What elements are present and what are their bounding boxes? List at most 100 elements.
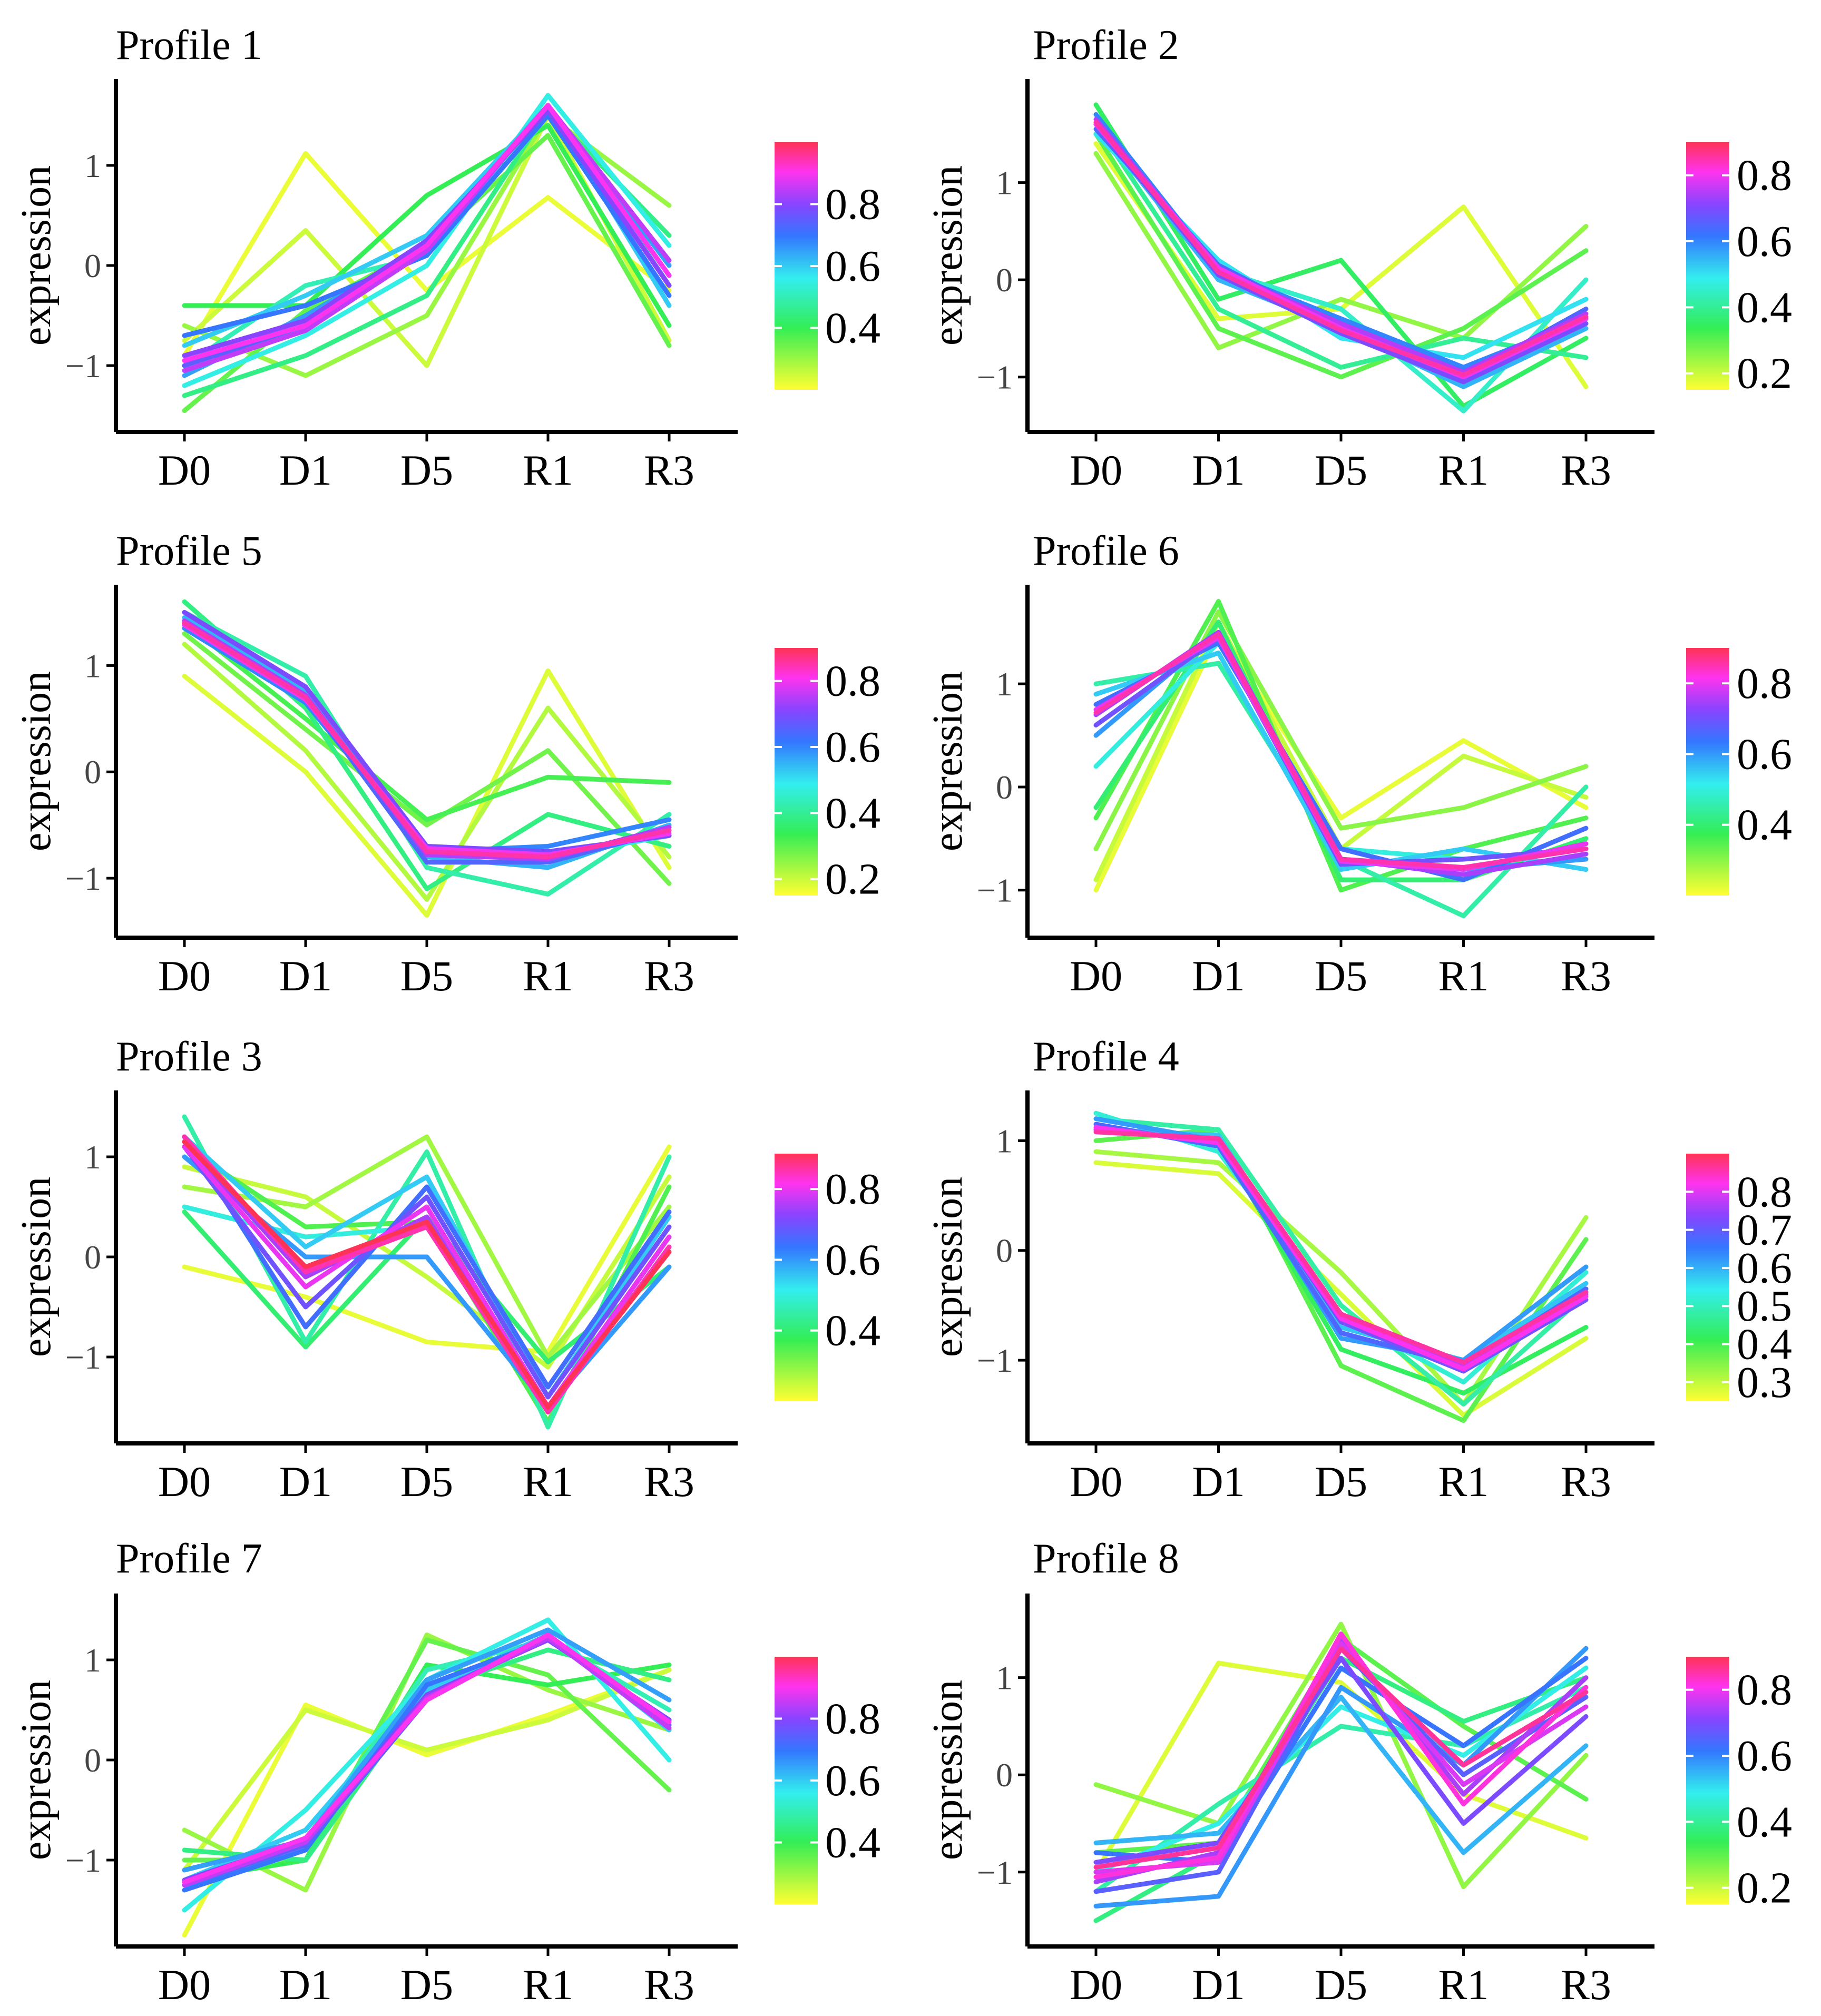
series-line-1 bbox=[182, 1144, 672, 1354]
y-tick-label: −1 bbox=[65, 860, 101, 897]
colorbar-label: 0.8 bbox=[1737, 1167, 1792, 1216]
x-tick-label: D1 bbox=[1192, 1961, 1245, 2009]
x-tick-label: D0 bbox=[1070, 1961, 1122, 2009]
x-tick-label: R3 bbox=[1561, 446, 1611, 494]
colorbar-label: 0.2 bbox=[1737, 1864, 1792, 1913]
series-line-10 bbox=[182, 1134, 672, 1390]
panel-title: Profile 5 bbox=[116, 528, 262, 574]
y-tick-label: 0 bbox=[996, 1232, 1013, 1270]
y-axis-label: expression bbox=[13, 1680, 60, 1860]
panel-title: Profile 2 bbox=[1033, 22, 1179, 68]
x-tick-label: R3 bbox=[644, 1458, 694, 1506]
panel-profile-6: Profile 6 expression−1 0 1 D0 D1 D5 R1 R3 0.4 0.6 0… bbox=[925, 528, 1792, 1000]
x-tick-label: R3 bbox=[644, 952, 694, 1000]
colorbar-label: 0.8 bbox=[1737, 659, 1792, 708]
panel-profile-5: Profile 5 expression−1 0 1 D0 D1 D5 R1 R3 0.2 0.4 0… bbox=[13, 528, 880, 1000]
series-line-13 bbox=[182, 108, 672, 358]
x-tick-label: D0 bbox=[1070, 952, 1122, 1000]
series-line-3 bbox=[1093, 131, 1589, 380]
x-tick-label: D1 bbox=[279, 1961, 332, 2009]
y-tick-label: 0 bbox=[996, 769, 1013, 806]
series-line-3 bbox=[182, 631, 672, 886]
y-axis-label: expression bbox=[13, 1177, 60, 1357]
series-line-14 bbox=[1093, 120, 1589, 378]
y-tick-label: 1 bbox=[84, 647, 101, 684]
colorbar-label: 0.4 bbox=[825, 304, 880, 353]
colorbar bbox=[1686, 1154, 1729, 1401]
y-tick-label: 1 bbox=[996, 1659, 1013, 1697]
series-line-11 bbox=[182, 1144, 672, 1400]
colorbar-label: 0.2 bbox=[825, 855, 880, 904]
colorbar-label: 0.4 bbox=[825, 789, 880, 838]
series-line-11 bbox=[1093, 635, 1589, 867]
y-tick-label: 1 bbox=[996, 1122, 1013, 1159]
panel-profile-1: Profile 1 expression−1 0 1 D0 D1 D5 R1 R3 0.4 0.6 0… bbox=[13, 22, 880, 494]
x-tick-label: D5 bbox=[1315, 1458, 1367, 1506]
y-tick-label: −1 bbox=[977, 1854, 1013, 1891]
series-line-7 bbox=[1093, 1695, 1589, 1855]
colorbar bbox=[775, 648, 818, 896]
series-line-1 bbox=[1093, 1160, 1589, 1418]
x-tick-label: D1 bbox=[279, 446, 332, 494]
x-tick-label: D1 bbox=[279, 1458, 332, 1506]
x-tick-label: D5 bbox=[1315, 1961, 1367, 2009]
colorbar-label: 0.7 bbox=[1737, 1206, 1792, 1255]
y-tick-label: −1 bbox=[65, 1339, 101, 1376]
x-tick-label: R3 bbox=[644, 1961, 694, 2009]
y-axis-label: expression bbox=[925, 671, 971, 851]
series-line-2 bbox=[182, 642, 672, 902]
colorbar-label: 0.6 bbox=[825, 1756, 880, 1805]
panel-title: Profile 6 bbox=[1033, 528, 1179, 574]
colorbar-label: 0.4 bbox=[1737, 801, 1792, 850]
x-tick-label: D0 bbox=[1070, 446, 1122, 494]
x-tick-label: D1 bbox=[279, 952, 332, 1000]
series-line-2 bbox=[1093, 619, 1589, 882]
series-line-4 bbox=[1093, 102, 1589, 409]
x-tick-label: R1 bbox=[523, 952, 573, 1000]
series-line-8 bbox=[1093, 1646, 1589, 1909]
series-line-11 bbox=[182, 113, 672, 338]
series-line-13 bbox=[182, 1144, 672, 1410]
x-tick-label: R1 bbox=[523, 1961, 573, 2009]
colorbar-label: 0.8 bbox=[825, 180, 880, 229]
x-tick-label: R3 bbox=[1561, 952, 1611, 1000]
series-line-1 bbox=[1093, 630, 1589, 893]
x-tick-label: D5 bbox=[400, 1458, 453, 1506]
x-tick-label: R1 bbox=[1438, 446, 1489, 494]
colorbar bbox=[1686, 648, 1729, 896]
y-tick-label: 0 bbox=[84, 247, 101, 284]
series-line-3 bbox=[1093, 609, 1589, 851]
x-tick-label: D1 bbox=[1192, 446, 1245, 494]
series-line-10 bbox=[182, 1627, 672, 1873]
colorbar-label: 0.4 bbox=[1737, 1797, 1792, 1846]
y-tick-label: −1 bbox=[977, 872, 1013, 909]
colorbar-label: 0.8 bbox=[1737, 1666, 1792, 1715]
series-line-1 bbox=[182, 151, 672, 358]
colorbar-label: 0.4 bbox=[825, 1306, 880, 1355]
series-line-13 bbox=[1093, 1129, 1589, 1365]
x-tick-label: R1 bbox=[1438, 1458, 1489, 1506]
series-line-15 bbox=[182, 1139, 672, 1410]
y-tick-label: 0 bbox=[996, 1756, 1013, 1794]
y-tick-label: 1 bbox=[996, 164, 1013, 202]
x-tick-label: R1 bbox=[523, 446, 573, 494]
x-tick-label: D5 bbox=[400, 952, 453, 1000]
y-tick-label: 1 bbox=[84, 1138, 101, 1176]
colorbar-label: 0.4 bbox=[1737, 283, 1792, 332]
x-tick-label: R1 bbox=[1438, 952, 1489, 1000]
y-tick-label: −1 bbox=[977, 1342, 1013, 1379]
colorbar bbox=[1686, 142, 1729, 390]
panel-title: Profile 8 bbox=[1033, 1536, 1179, 1582]
y-tick-label: 0 bbox=[84, 1742, 101, 1779]
colorbar-label: 0.5 bbox=[1737, 1282, 1792, 1331]
y-tick-label: 1 bbox=[84, 147, 101, 184]
series-line-14 bbox=[1093, 632, 1589, 870]
series-line-15 bbox=[1093, 1646, 1589, 1870]
x-tick-label: D0 bbox=[158, 446, 211, 494]
x-tick-label: R1 bbox=[523, 1458, 573, 1506]
y-tick-label: 0 bbox=[84, 753, 101, 791]
y-tick-label: 1 bbox=[84, 1641, 101, 1679]
x-tick-label: D1 bbox=[1192, 1458, 1245, 1506]
x-tick-label: D1 bbox=[1192, 952, 1245, 1000]
